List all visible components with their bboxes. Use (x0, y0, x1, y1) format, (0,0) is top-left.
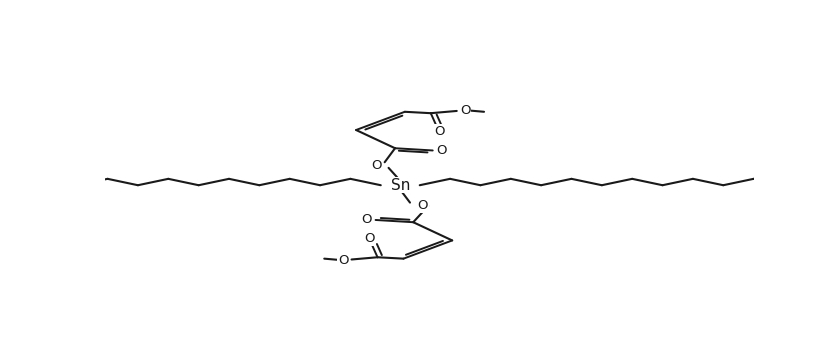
Text: O: O (460, 104, 470, 117)
Text: O: O (435, 125, 445, 138)
Text: Sn: Sn (391, 178, 410, 193)
Text: O: O (417, 199, 428, 212)
Text: O: O (361, 213, 372, 226)
Text: O: O (364, 232, 375, 245)
Text: O: O (437, 144, 447, 157)
Text: O: O (338, 254, 349, 266)
Text: O: O (371, 159, 382, 171)
